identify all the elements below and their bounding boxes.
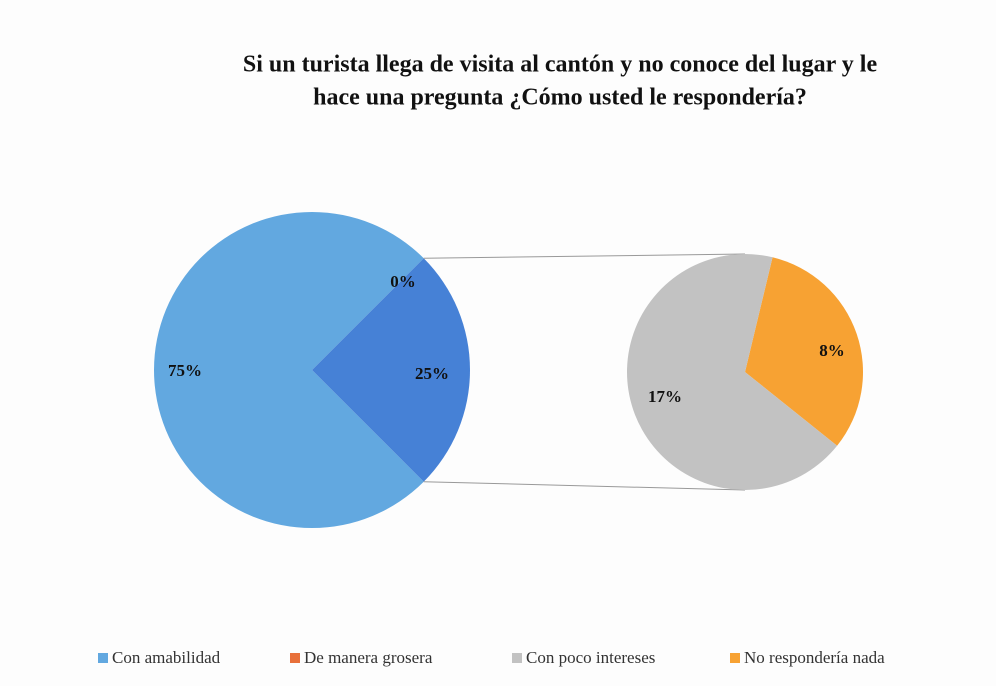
pie-slice bbox=[312, 258, 470, 482]
pie-slice bbox=[154, 211, 424, 528]
data-label: 0% bbox=[390, 272, 416, 291]
legend-swatch bbox=[290, 653, 300, 663]
connector-line bbox=[423, 253, 746, 259]
legend-swatch bbox=[730, 653, 740, 663]
legend-label: No respondería nada bbox=[744, 648, 885, 667]
legend-swatch bbox=[512, 653, 522, 663]
legend-label: Con poco intereses bbox=[526, 648, 655, 667]
chart-title: hace una pregunta ¿Cómo usted le respond… bbox=[313, 85, 807, 111]
data-label: 25% bbox=[415, 364, 449, 383]
chart-title: Si un turista llega de visita al cantón … bbox=[243, 52, 878, 78]
legend-label: Con amabilidad bbox=[112, 648, 221, 667]
pie-slice bbox=[626, 254, 838, 491]
data-label: 8% bbox=[819, 341, 845, 360]
legend-swatch bbox=[98, 653, 108, 663]
data-label: 17% bbox=[648, 387, 682, 406]
data-label: 75% bbox=[168, 361, 202, 380]
connector-line bbox=[423, 481, 746, 491]
legend-label: De manera grosera bbox=[304, 648, 433, 667]
pie-slice bbox=[745, 257, 864, 446]
